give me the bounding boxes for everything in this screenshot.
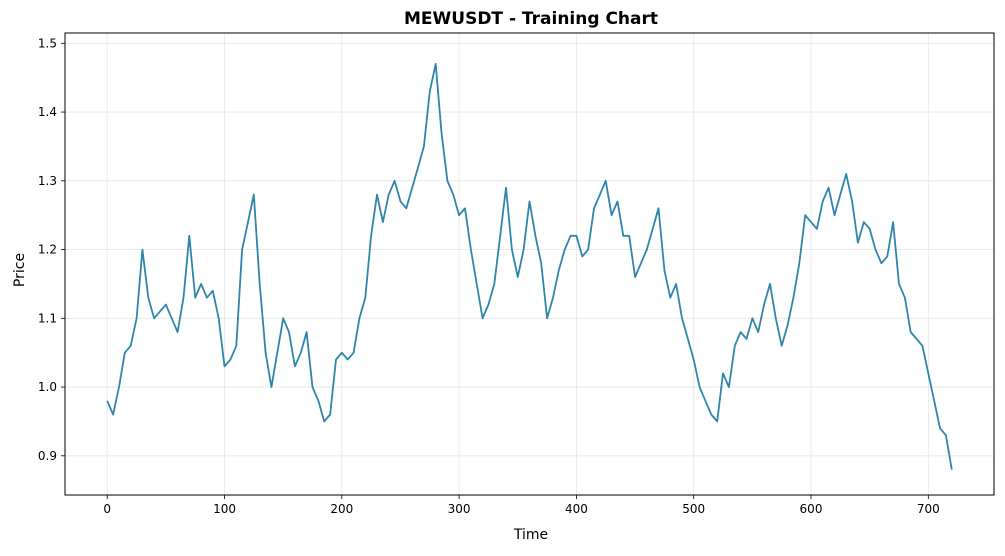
price-line [106,63,953,470]
chart-title: MEWUSDT - Training Chart [404,9,658,29]
x-tick-label: 300 [448,502,471,516]
x-tick-label: 200 [330,502,353,516]
plot-area-frame [64,32,995,496]
y-tick-label: 1.5 [38,36,57,50]
x-tick-label: 100 [213,502,236,516]
y-tick-label: 1.3 [38,174,57,188]
x-tick-label: 400 [565,502,588,516]
x-tick-label: 700 [917,502,940,516]
x-tick-label: 0 [103,502,111,516]
y-tick-label: 0.9 [38,449,57,463]
axis-ticks: 0 100 200 300 400 500 600 700 0.9 1.0 1.1 1.2 1.3 1.4… [38,36,940,516]
x-tick-label: 500 [682,502,705,516]
y-tick-label: 1.0 [38,380,57,394]
grid [65,33,994,495]
x-axis-label: Time [513,527,548,543]
y-axis-label: Price [12,253,28,287]
y-tick-label: 1.1 [38,311,57,325]
y-tick-label: 1.4 [38,105,57,119]
y-tick-label: 1.2 [38,243,57,257]
series-group [106,63,953,470]
x-tick-label: 600 [800,502,823,516]
